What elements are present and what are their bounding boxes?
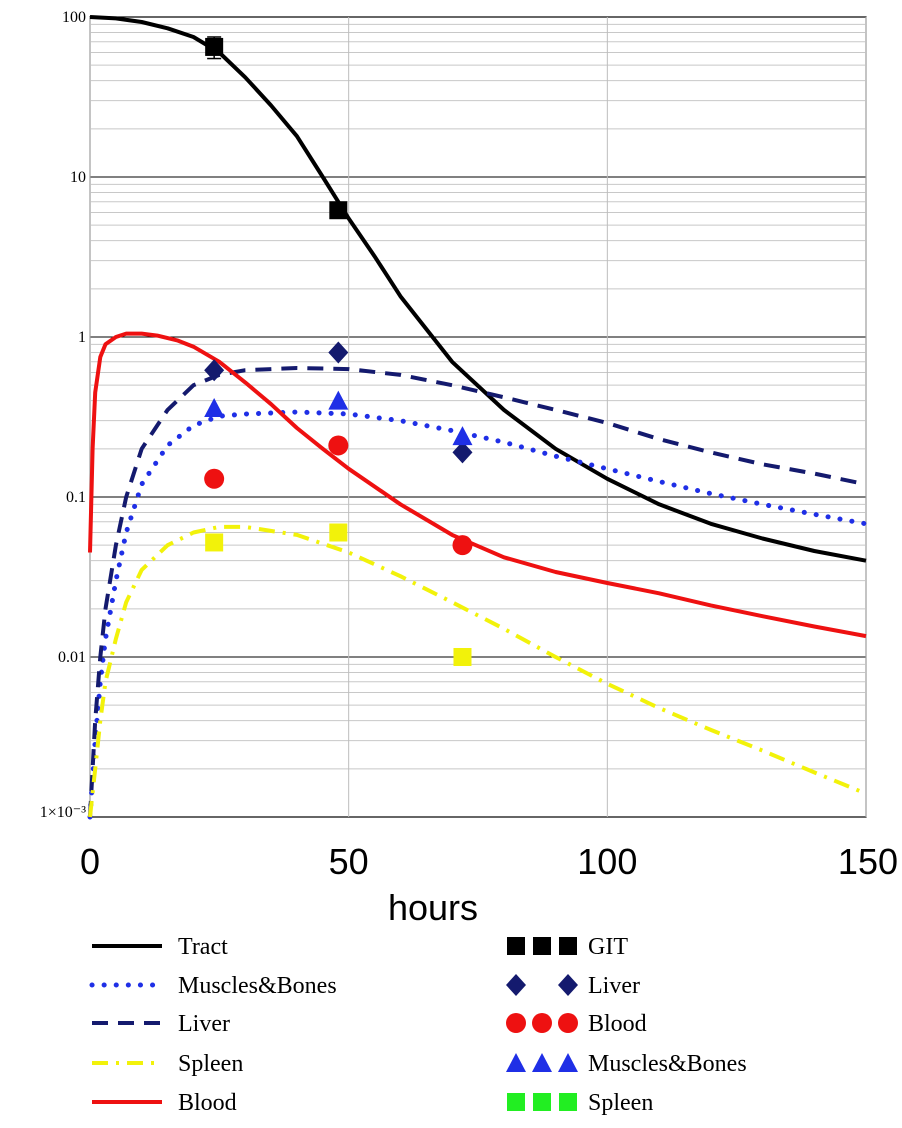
legend: Tract Muscles&Bones Liver Spleen Blood GIT Liv… (89, 934, 747, 1116)
legend-item-marker: Liver (506, 973, 640, 999)
x-tick-labels: 0 50 100 150 (80, 841, 898, 882)
legend-label: Tract (178, 934, 228, 960)
legend-marker (533, 1093, 551, 1111)
x-tick-label: 150 (838, 841, 898, 882)
legend-marker (558, 1013, 578, 1033)
legend-label: Blood (588, 1011, 647, 1037)
legend-marker (507, 1093, 525, 1111)
point-spleen (205, 533, 224, 552)
legend-marker (507, 937, 525, 955)
legend-marker (559, 937, 577, 955)
point-liver (204, 359, 225, 382)
point-muscles-bones (452, 426, 473, 446)
legend-item-line: Muscles&Bones (89, 973, 337, 999)
legend-marker (532, 1053, 552, 1072)
y-tick-label: 100 (62, 9, 86, 26)
legend-marker (558, 1053, 578, 1072)
point-muscles-bones (204, 397, 225, 417)
x-tick-label: 0 (80, 841, 100, 882)
point-liver (328, 341, 349, 364)
curve-liver (88, 366, 867, 818)
y-tick-label: 10 (70, 169, 86, 186)
curves (87, 15, 869, 820)
x-axis-label: hours (388, 887, 478, 928)
legend-item-marker: GIT (507, 934, 628, 960)
legend-label: Spleen (588, 1090, 653, 1116)
x-tick-label: 100 (577, 841, 637, 882)
point-blood (328, 435, 349, 456)
y-tick-label: 1 (78, 329, 86, 346)
y-tick-labels: 100 10 1 0.1 0.01 1×10⁻³ (40, 9, 86, 821)
point-muscles-bones (328, 390, 349, 410)
legend-marker (559, 1093, 577, 1111)
x-tick-label: 50 (329, 841, 369, 882)
legend-marker (506, 974, 526, 996)
curve-blood (88, 331, 867, 639)
legend-marker (506, 1013, 526, 1033)
legend-label: Liver (178, 1011, 230, 1037)
legend-item-marker: Muscles&Bones (506, 1051, 747, 1077)
legend-item-marker: Blood (506, 1011, 647, 1037)
data-points (204, 36, 473, 666)
legend-label: Liver (588, 973, 640, 999)
point-liver (452, 441, 473, 464)
y-tick-label: 1×10⁻³ (40, 804, 86, 821)
legend-label: Spleen (178, 1051, 243, 1077)
legend-marker (533, 937, 551, 955)
legend-marker (506, 1053, 526, 1072)
legend-item-line: Blood (92, 1090, 237, 1116)
legend-item-line: Spleen (92, 1051, 243, 1077)
legend-item-line: Tract (92, 934, 228, 960)
curve-tract (89, 15, 867, 563)
point-blood (452, 535, 473, 556)
point-spleen (453, 648, 472, 666)
point-blood (204, 468, 225, 489)
legend-marker (558, 974, 578, 996)
legend-item-marker: Spleen (507, 1090, 653, 1116)
point-git (329, 201, 348, 220)
y-tick-label: 0.01 (58, 649, 86, 666)
legend-label: Muscles&Bones (588, 1051, 747, 1077)
point-git (205, 37, 224, 56)
legend-label: Muscles&Bones (178, 973, 337, 999)
legend-marker (532, 1013, 552, 1033)
y-tick-label: 0.1 (66, 489, 86, 506)
legend-item-line: Liver (92, 1011, 230, 1037)
legend-label: GIT (588, 934, 628, 960)
curve-muscles-bones (87, 409, 869, 820)
major-gridlines (89, 16, 867, 818)
curve-spleen (88, 524, 867, 818)
point-spleen (329, 523, 348, 542)
legend-label: Blood (178, 1090, 237, 1116)
plot-area (89, 16, 867, 818)
